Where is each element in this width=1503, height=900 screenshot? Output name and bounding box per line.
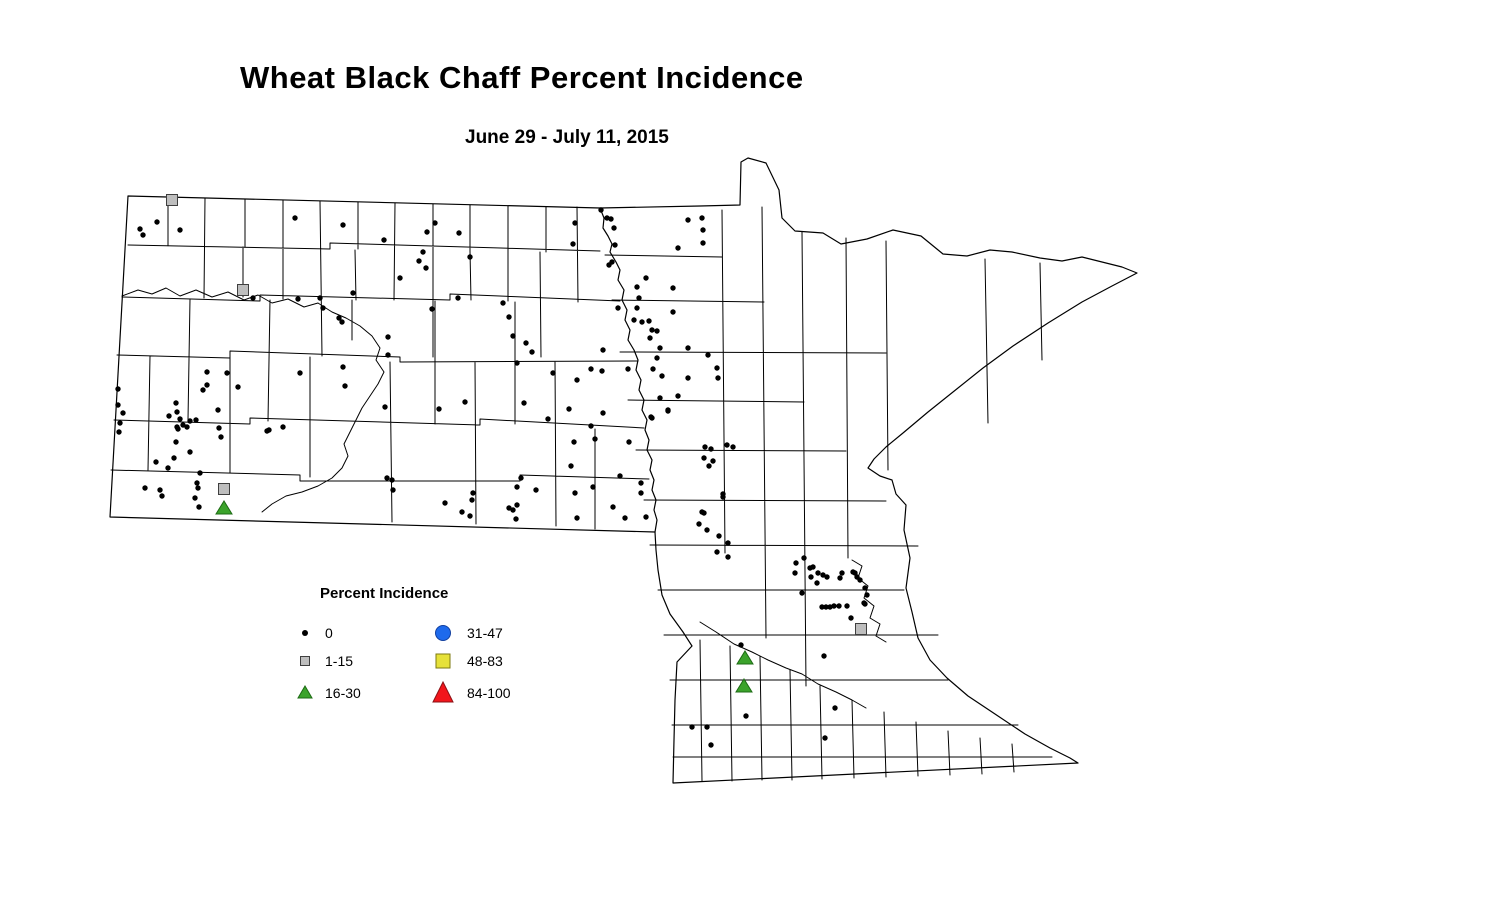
missouri-river	[121, 287, 385, 513]
legend-green-triangle-icon	[290, 678, 320, 708]
north-dakota-outline	[109, 195, 656, 533]
minnesota-counties	[604, 206, 1053, 782]
legend-gray-square-icon	[290, 646, 320, 676]
legend-label-31-47: 31-47	[467, 625, 503, 641]
legend-label-48-83: 48-83	[467, 653, 503, 669]
legend: Percent Incidence 0 1-15 16-30 31-47 48-…	[295, 578, 545, 713]
red-river-border	[599, 207, 658, 533]
page-title: Wheat Black Chaff Percent Incidence	[240, 60, 804, 95]
legend-label-16-30: 16-30	[325, 685, 361, 701]
north-dakota-counties	[110, 196, 650, 530]
legend-title: Percent Incidence	[320, 585, 449, 602]
green-triangles-layer	[215, 500, 754, 693]
legend-dot-icon	[290, 618, 320, 648]
minnesota-outline	[599, 157, 1138, 784]
legend-label-1-15: 1-15	[325, 653, 354, 669]
legend-label-84-100: 84-100	[467, 685, 511, 701]
legend-label-0: 0	[325, 625, 333, 641]
gray-squares-layer	[166, 194, 867, 635]
legend-yellow-square-icon	[428, 646, 458, 676]
dots-layer	[115, 207, 870, 748]
legend-red-triangle-icon	[428, 678, 458, 708]
legend-blue-circle-icon	[428, 618, 458, 648]
page-subtitle: June 29 - July 11, 2015	[465, 127, 669, 148]
